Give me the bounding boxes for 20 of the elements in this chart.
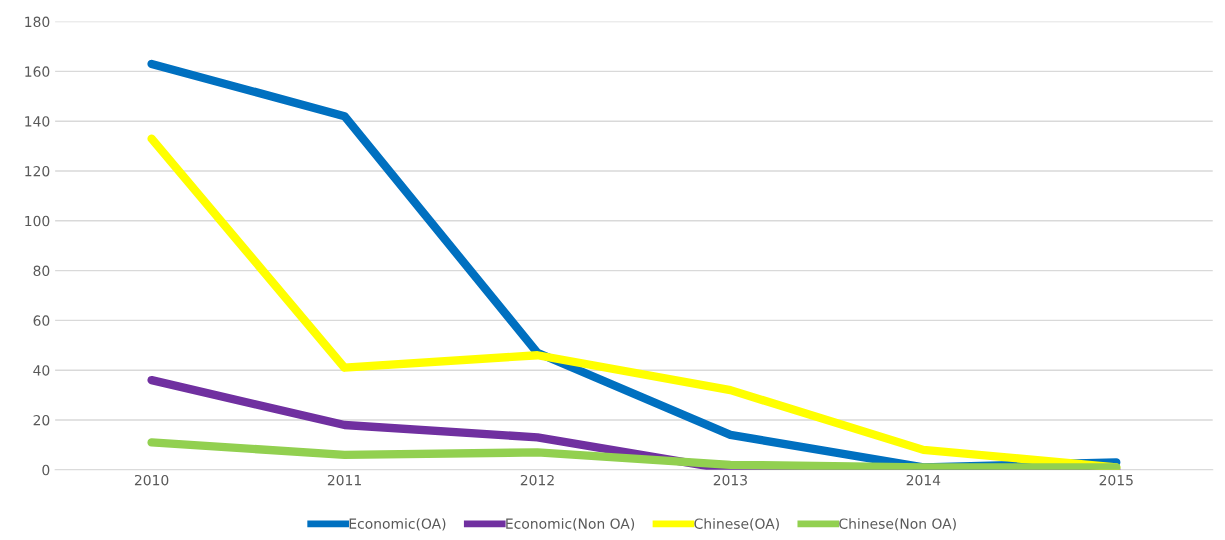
x-tick-label: 2013 bbox=[713, 474, 747, 486]
y-tick-label: 120 bbox=[25, 165, 50, 177]
y-tick-label: 60 bbox=[33, 315, 50, 326]
x-tick-label: 2011 bbox=[327, 474, 361, 486]
x-tick-label: 2014 bbox=[906, 474, 941, 486]
legend-label: Economic(OA) bbox=[349, 518, 446, 531]
legend-label: Economic(Non OA) bbox=[506, 518, 635, 531]
legend-label: Chinese(Non OA) bbox=[839, 518, 956, 531]
y-tick-label: 0 bbox=[42, 464, 50, 476]
legend-label: Chinese(OA) bbox=[694, 518, 779, 531]
x-tick-label: 2012 bbox=[520, 474, 554, 486]
y-tick-label: 40 bbox=[33, 365, 50, 376]
x-tick-label: 2010 bbox=[134, 474, 169, 486]
y-tick-label: 140 bbox=[25, 116, 50, 127]
x-tick-label: 2015 bbox=[1099, 474, 1133, 486]
y-tick-label: 20 bbox=[33, 414, 50, 426]
y-tick-label: 80 bbox=[33, 265, 50, 277]
y-tick-label: 100 bbox=[25, 215, 50, 227]
y-tick-label: 160 bbox=[25, 66, 50, 77]
y-tick-label: 180 bbox=[25, 16, 50, 28]
